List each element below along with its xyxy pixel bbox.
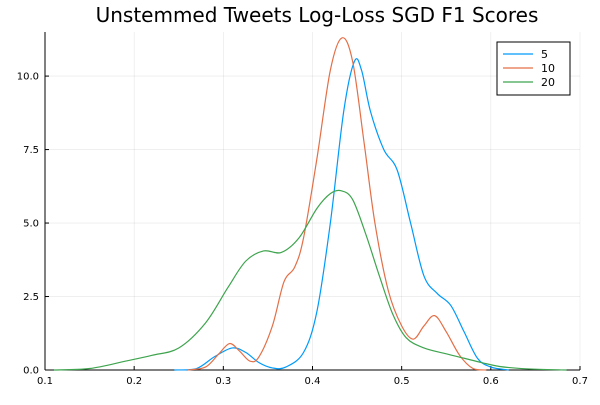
y-tick-label: 10.0: [17, 72, 39, 83]
y-tick-label: 7.5: [23, 145, 39, 156]
series-line-20: [53, 189, 567, 371]
x-tick-label: 0.4: [305, 376, 321, 387]
legend-label-20: 20: [541, 76, 555, 89]
x-tick-label: 0.7: [572, 376, 588, 387]
y-tick-label: 0.0: [23, 366, 39, 377]
grid: [44, 32, 581, 371]
x-tick-label: 0.3: [215, 376, 231, 387]
y-tick-label: 2.5: [23, 292, 39, 303]
x-tick-label: 0.1: [37, 376, 53, 387]
series-line-5: [174, 58, 509, 371]
legend-label-5: 5: [541, 48, 548, 61]
axes: [44, 32, 581, 371]
series-line-10: [187, 37, 487, 371]
tick-labels: 0.1 0.2 0.3 0.4 0.5 0.6 0.7 0.0 2.5 5.0 7.5 10.0: [17, 72, 588, 387]
series-lines: [53, 37, 567, 371]
chart-title: Unstemmed Tweets Log-Loss SGD F1 Scores: [96, 3, 539, 27]
y-tick-label: 5.0: [23, 219, 39, 230]
x-tick-label: 0.6: [483, 376, 499, 387]
x-tick-label: 0.5: [394, 376, 410, 387]
legend-label-10: 10: [541, 62, 555, 75]
x-tick-label: 0.2: [126, 376, 142, 387]
